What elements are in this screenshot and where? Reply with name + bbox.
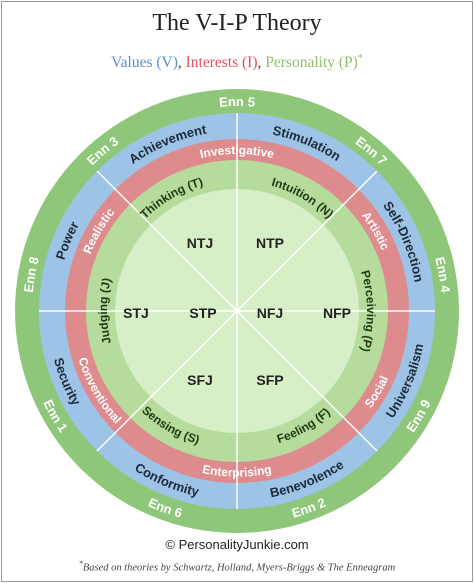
diagram-title: The V-I-P Theory bbox=[152, 10, 322, 36]
sector-divider bbox=[236, 170, 378, 312]
type-label-nfj: NFJ bbox=[257, 305, 283, 321]
legend-separator-2: , bbox=[257, 54, 266, 72]
legend-interests: Interests (I) bbox=[185, 54, 258, 72]
sector-divider bbox=[96, 170, 238, 312]
legend-separator-1: , bbox=[177, 54, 186, 72]
footnote-text: Based on theories by Schwartz, Holland, … bbox=[82, 562, 396, 574]
interests-label-enterprising: Enterprising bbox=[201, 462, 272, 480]
type-label-ntj: NTJ bbox=[187, 235, 213, 251]
footnote: *Based on theories by Schwartz, Holland,… bbox=[0, 559, 474, 574]
type-label-stp: STP bbox=[189, 305, 216, 321]
type-label-stj: STJ bbox=[123, 305, 149, 321]
interests-label-investigative: Investigative bbox=[199, 143, 276, 161]
sector-divider bbox=[96, 310, 238, 452]
legend-asterisk: * bbox=[357, 53, 363, 64]
footnote-mark: * bbox=[78, 559, 83, 568]
legend-values: Values (V) bbox=[111, 54, 178, 72]
enneagram-label-enn-8: Enn 8 bbox=[21, 255, 42, 293]
legend-line: Values (V), Interests (I), Personality (… bbox=[0, 53, 474, 72]
legend-personality: Personality (P) bbox=[265, 54, 358, 72]
type-label-sfp: SFP bbox=[256, 372, 283, 388]
enneagram-label-enn-5: Enn 5 bbox=[219, 94, 256, 110]
function-label-perceiving: Perceiving (P) bbox=[358, 269, 378, 354]
sector-divider bbox=[236, 310, 378, 452]
wheel-dividers bbox=[39, 113, 435, 509]
type-label-sfj: SFJ bbox=[187, 372, 213, 388]
type-label-ntp: NTP bbox=[256, 235, 284, 251]
function-label-judging: Judging (J) bbox=[96, 276, 114, 345]
type-label-nfp: NFP bbox=[323, 305, 351, 321]
credit-line: © PersonalityJunkie.com bbox=[165, 537, 309, 552]
enneagram-label-enn-4: Enn 4 bbox=[432, 255, 453, 294]
